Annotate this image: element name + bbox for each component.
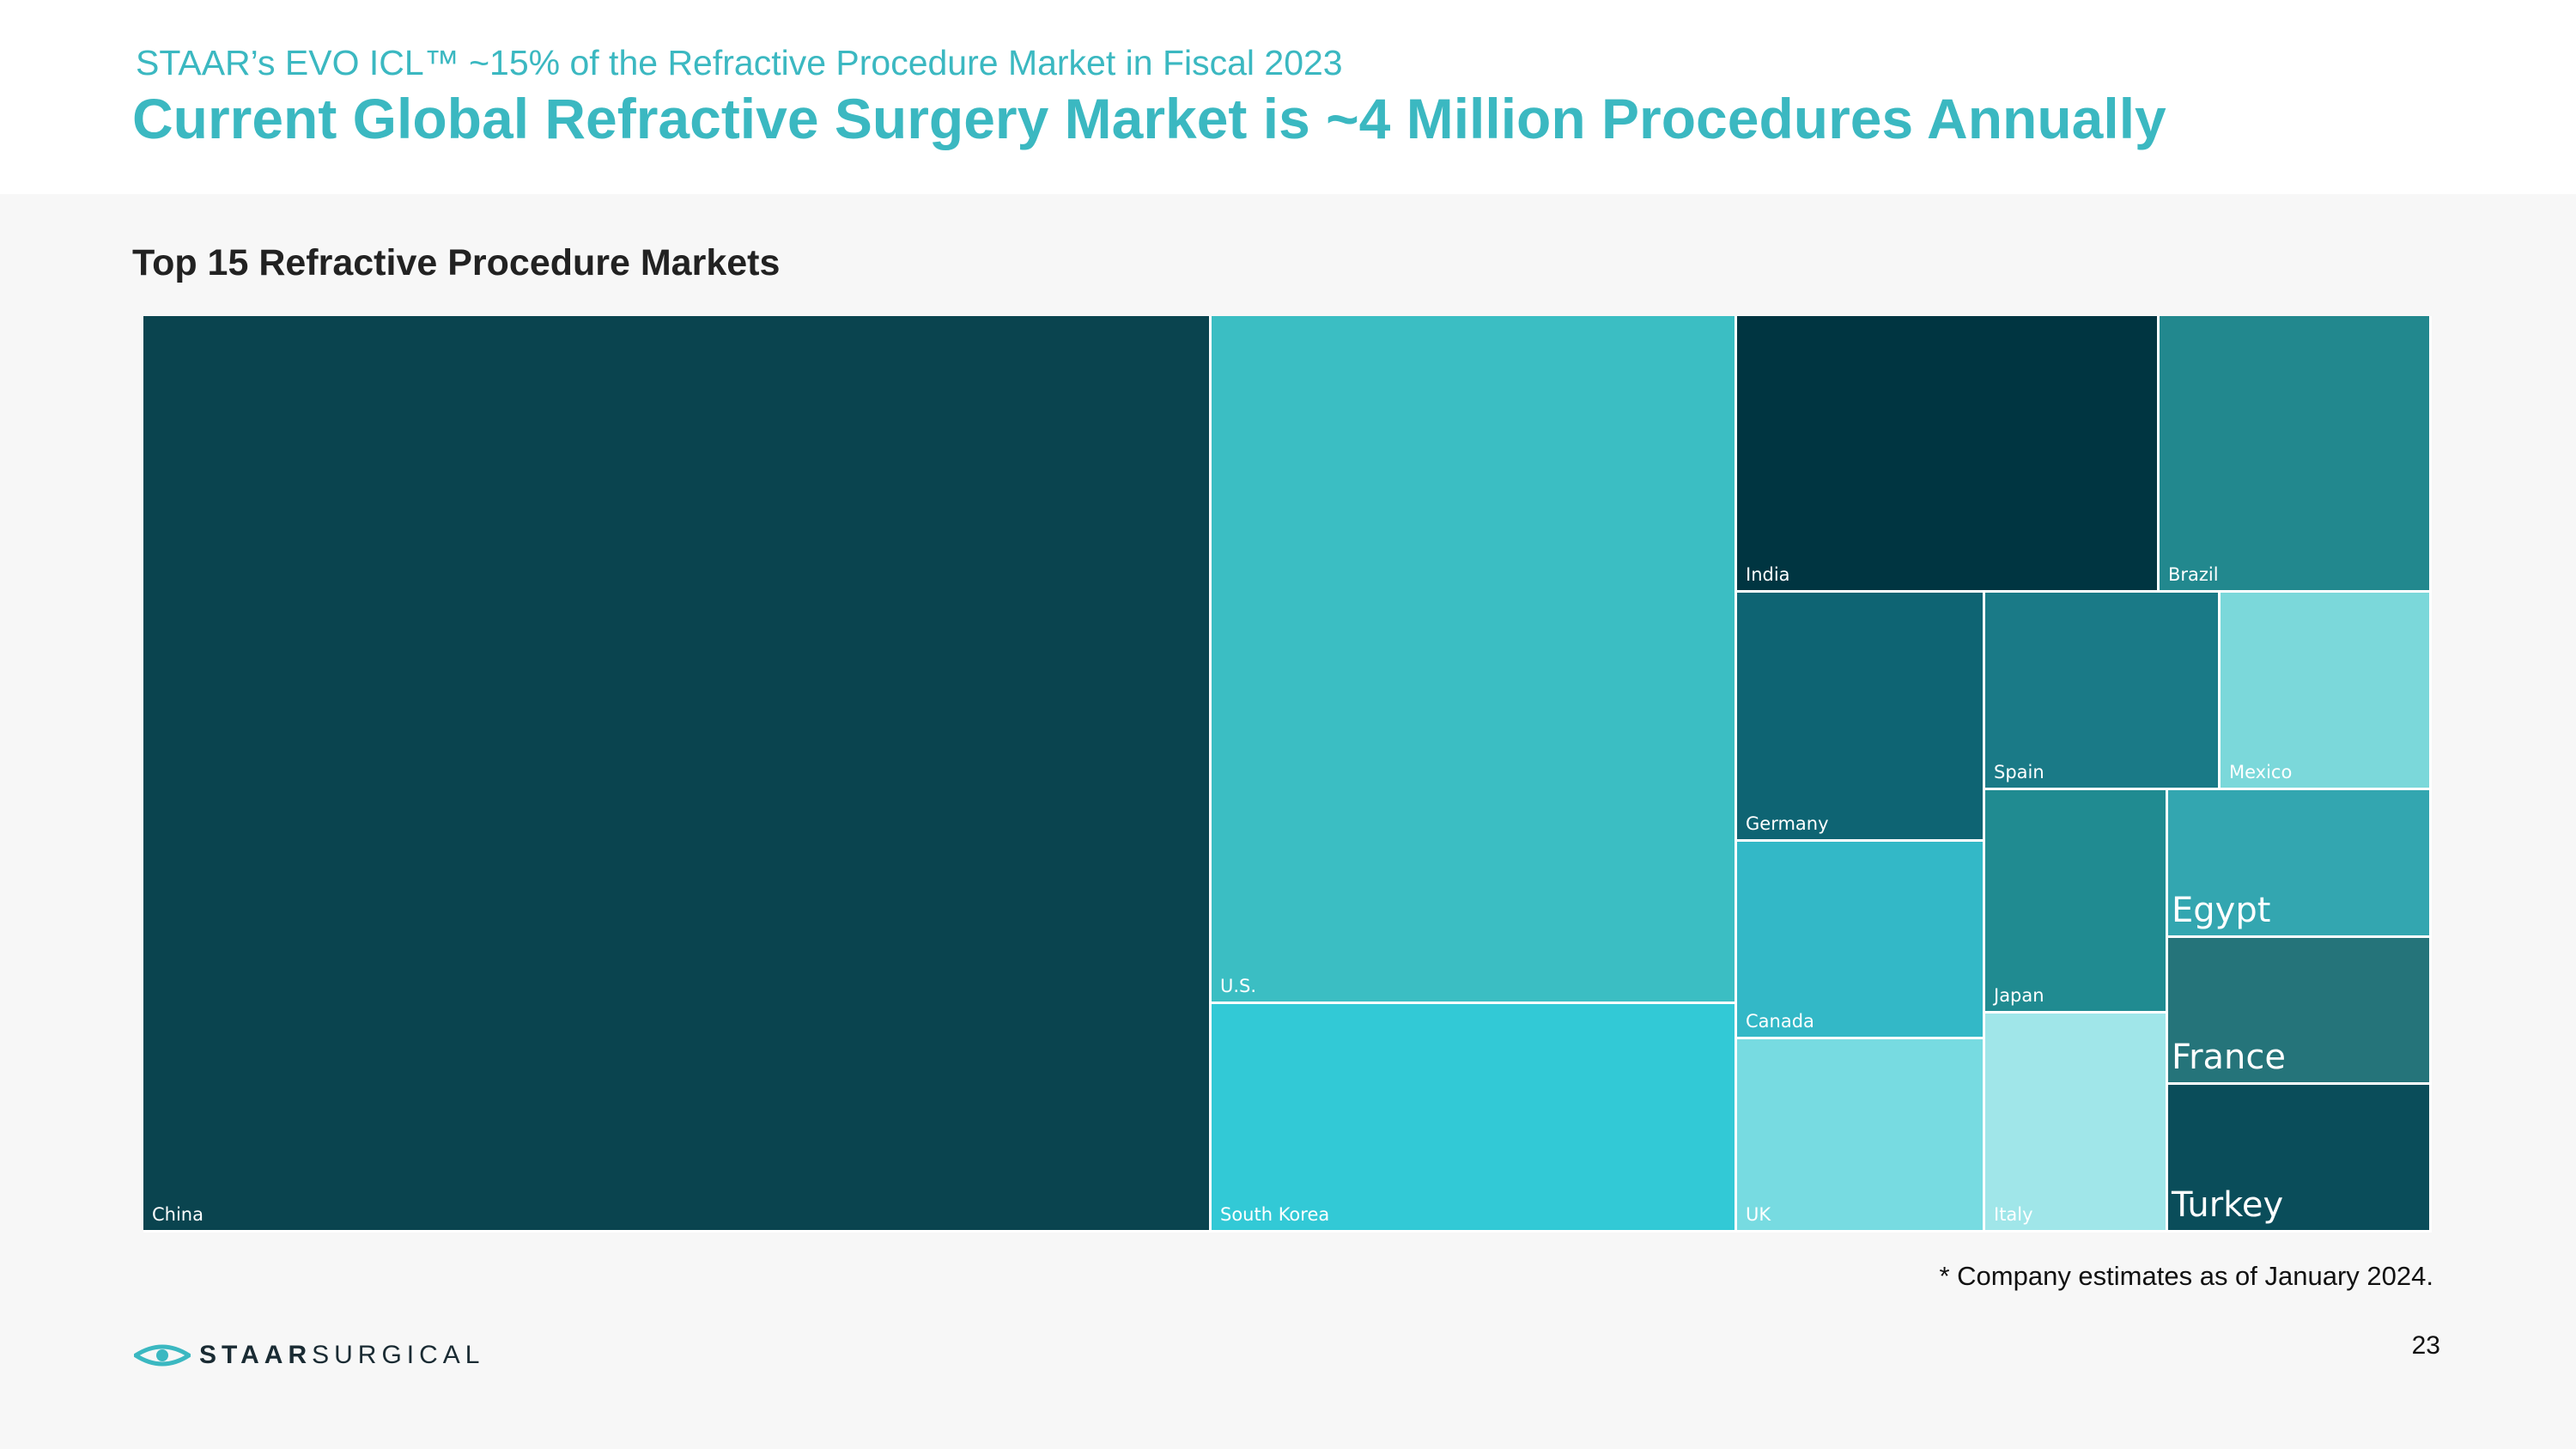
treemap-tile-label: France: [2172, 1038, 2287, 1077]
logo-text: STAARSURGICAL: [199, 1341, 484, 1370]
slide-subtitle: STAAR’s EVO ICL™ ~15% of the Refractive …: [136, 43, 1343, 82]
treemap-tile-india: India: [1737, 316, 2160, 593]
treemap-tile-turkey: Turkey: [2168, 1085, 2432, 1233]
treemap-tile-brazil: Brazil: [2160, 316, 2432, 593]
staar-surgical-logo: STAARSURGICAL: [134, 1340, 484, 1371]
treemap-tile-france: France: [2168, 938, 2432, 1085]
treemap-tile-label: Canada: [1746, 1011, 1814, 1032]
chart-title: Top 15 Refractive Procedure Markets: [132, 242, 781, 283]
treemap-tile-germany: Germany: [1737, 593, 1985, 842]
slide-header: STAAR’s EVO ICL™ ~15% of the Refractive …: [0, 0, 2576, 194]
logo-text-light: SURGICAL: [312, 1341, 485, 1369]
treemap-tile-label: Brazil: [2168, 564, 2219, 585]
treemap-tile-china: China: [143, 316, 1212, 1233]
footnote: * Company estimates as of January 2024.: [1939, 1261, 2433, 1291]
logo-text-bold: STAAR: [199, 1341, 313, 1369]
treemap-tile-label: China: [152, 1204, 204, 1225]
treemap-tile-label: Turkey: [2172, 1185, 2284, 1225]
treemap-tile-label: India: [1746, 564, 1790, 585]
treemap-tile-italy: Italy: [1985, 1014, 2168, 1233]
treemap-chart: China U.S. South Korea India Brazil Germany Sp…: [143, 316, 2432, 1233]
treemap-tile-egypt: Egypt: [2168, 790, 2432, 938]
treemap-tile-label: South Korea: [1220, 1204, 1330, 1225]
treemap-tile-label: Germany: [1746, 813, 1829, 834]
treemap-tile-label: Egypt: [2172, 891, 2271, 930]
treemap-tile-label: Japan: [1994, 985, 2044, 1006]
treemap-tile-label: U.S.: [1220, 976, 1257, 996]
treemap-tile-japan: Japan: [1985, 790, 2168, 1014]
treemap-tile-label: Spain: [1994, 762, 2044, 782]
treemap-tile-uk: UK: [1737, 1039, 1985, 1233]
treemap-tile-u-s: U.S.: [1212, 316, 1737, 1004]
treemap-tile-label: Italy: [1994, 1204, 2033, 1225]
treemap-tile-spain: Spain: [1985, 593, 2221, 790]
treemap-tile-label: Mexico: [2229, 762, 2293, 782]
eye-logo-icon: [134, 1344, 191, 1367]
page-number: 23: [2411, 1331, 2440, 1360]
slide-title: Current Global Refractive Surgery Market…: [132, 87, 2166, 150]
treemap-tile-canada: Canada: [1737, 842, 1985, 1039]
treemap-tile-label: UK: [1746, 1204, 1771, 1225]
treemap-tile-south-korea: South Korea: [1212, 1004, 1737, 1233]
treemap-tile-mexico: Mexico: [2221, 593, 2432, 790]
